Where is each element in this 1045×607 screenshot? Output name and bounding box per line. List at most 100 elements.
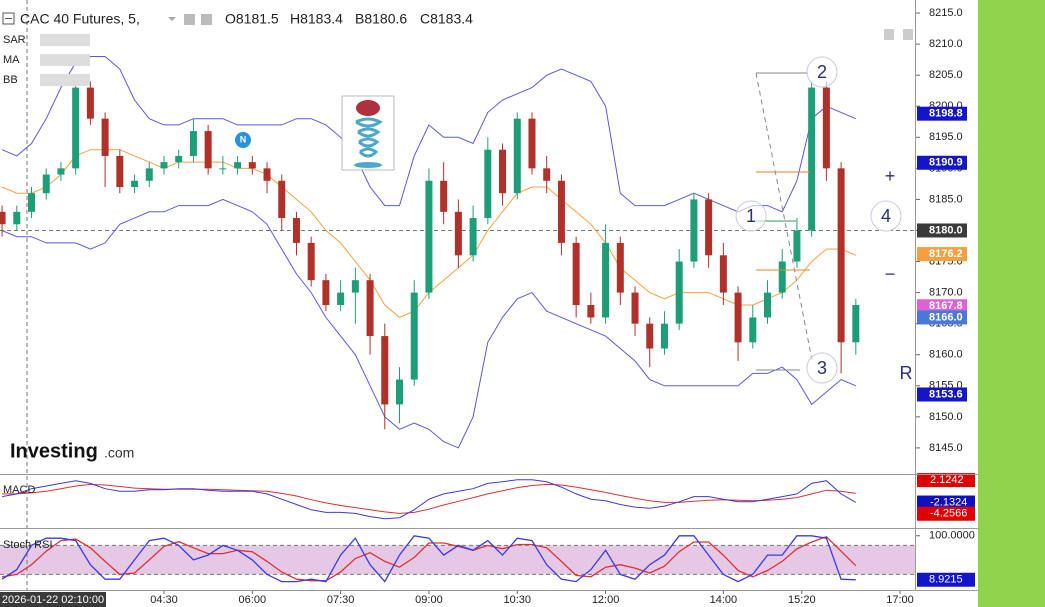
wave-label: 2 — [817, 62, 827, 82]
candle-body — [42, 174, 50, 194]
x-tick-label: 04:30 — [150, 594, 178, 606]
candle-body — [454, 211, 462, 256]
value-label-box — [917, 473, 975, 488]
candle-body — [587, 305, 595, 318]
candle-body — [543, 168, 551, 181]
candle-body — [822, 87, 830, 169]
logo: Investing — [10, 440, 98, 462]
price-label-box — [917, 247, 967, 262]
stoch-band — [0, 545, 915, 575]
ohlc-label: B8180.6 — [355, 11, 407, 27]
y-tick-label: 8145.0 — [929, 442, 963, 454]
candle-body — [793, 230, 801, 262]
wave-circle[interactable] — [870, 200, 902, 232]
candle-body — [322, 280, 330, 306]
y-tick-label: 8215.0 — [929, 7, 963, 19]
candle-body — [690, 199, 698, 262]
info-icon[interactable] — [884, 29, 894, 40]
wave-circle[interactable] — [806, 352, 838, 384]
indicator-list: SAR MA BB — [3, 34, 90, 86]
logo-suffix: .com — [104, 445, 134, 461]
candle-body — [219, 168, 227, 170]
value-label: 100.0000 — [929, 530, 975, 542]
candle-body — [381, 336, 389, 405]
candle-body — [72, 87, 80, 169]
collapse-icon[interactable] — [2, 12, 15, 25]
indicator-controls[interactable] — [40, 34, 90, 46]
news-marker-letter: N — [240, 134, 247, 144]
value-label: -2.1324 — [930, 496, 967, 508]
y-tick-label: 8185.0 — [929, 193, 963, 205]
candle-body — [469, 218, 477, 256]
candle-body — [808, 87, 816, 231]
candle-body — [175, 155, 183, 163]
side-strip — [978, 0, 1045, 607]
indicator-name: BB — [3, 74, 18, 86]
value-label: 2.1242 — [930, 474, 964, 486]
candle-body — [837, 168, 845, 343]
indicator-controls[interactable] — [40, 54, 90, 66]
indicator-name: MA — [3, 54, 20, 66]
plot-layer: 8145.08150.08155.08160.08165.08170.08175… — [0, 0, 975, 606]
wave-drawing — [735, 56, 902, 384]
wave-label: 4 — [881, 206, 891, 226]
candle-body — [764, 292, 772, 318]
candle-body — [248, 162, 256, 169]
zoom-in[interactable]: + — [885, 166, 896, 186]
indicator-line — [1, 198, 856, 449]
indicator-controls[interactable] — [40, 74, 90, 86]
candle-body — [852, 305, 860, 343]
value-label-box — [917, 572, 975, 587]
y-tick-label: 8160.0 — [929, 349, 963, 361]
wave-label: 1 — [746, 206, 756, 226]
candle-body — [675, 261, 683, 324]
candle-body — [602, 242, 610, 318]
candle-body — [513, 118, 521, 194]
x-tick-label: 14:00 — [710, 594, 738, 606]
panel-name: Stoch RSI — [3, 539, 53, 551]
candle-body — [351, 280, 359, 293]
candle-body — [425, 180, 433, 293]
price-label: 8153.6 — [929, 388, 963, 400]
price-label-box — [917, 387, 967, 402]
wave-circle[interactable] — [735, 200, 767, 232]
settings-icon[interactable] — [201, 14, 212, 25]
price-label-box — [917, 310, 967, 325]
instrument-title: CAC 40 Futures, 5, — [20, 11, 140, 27]
cursor-time-box — [0, 592, 106, 607]
y-tick-label: 8205.0 — [929, 69, 963, 81]
settings-icon[interactable] — [184, 14, 195, 25]
y-tick-label: 8195.0 — [929, 131, 963, 143]
candle-body — [145, 168, 153, 181]
reset[interactable]: R — [900, 363, 913, 383]
candle-body — [749, 317, 757, 343]
x-tick-label: 17:00 — [886, 594, 914, 606]
candle-body — [0, 211, 6, 225]
value-label: 8.9215 — [929, 574, 963, 586]
news-marker[interactable] — [235, 132, 251, 148]
candle-body — [189, 131, 197, 156]
price-label-box — [917, 223, 967, 238]
macd-signal — [2, 483, 856, 514]
zoom-out[interactable]: − — [885, 264, 896, 284]
candle-body — [410, 292, 418, 380]
x-tick-label: 12:00 — [592, 594, 620, 606]
y-tick-label: 8150.0 — [929, 411, 963, 423]
dropdown-icon[interactable] — [168, 17, 176, 21]
candle-body — [719, 255, 727, 293]
candle-body — [263, 168, 271, 181]
info-icon[interactable] — [903, 29, 913, 40]
candle-body — [440, 180, 448, 212]
y-tick-label: 8170.0 — [929, 287, 963, 299]
wave-circle[interactable] — [806, 56, 838, 88]
candle-body — [234, 162, 242, 169]
candle-body — [646, 323, 654, 349]
candle-body — [660, 323, 668, 349]
panel-name: MACD — [3, 484, 35, 496]
ohlc-label: H8183.4 — [290, 11, 343, 27]
candle-body — [292, 218, 300, 243]
candle-body — [204, 131, 212, 169]
candle-body — [572, 242, 580, 306]
candle-body — [116, 155, 124, 187]
candle-body — [734, 292, 742, 343]
